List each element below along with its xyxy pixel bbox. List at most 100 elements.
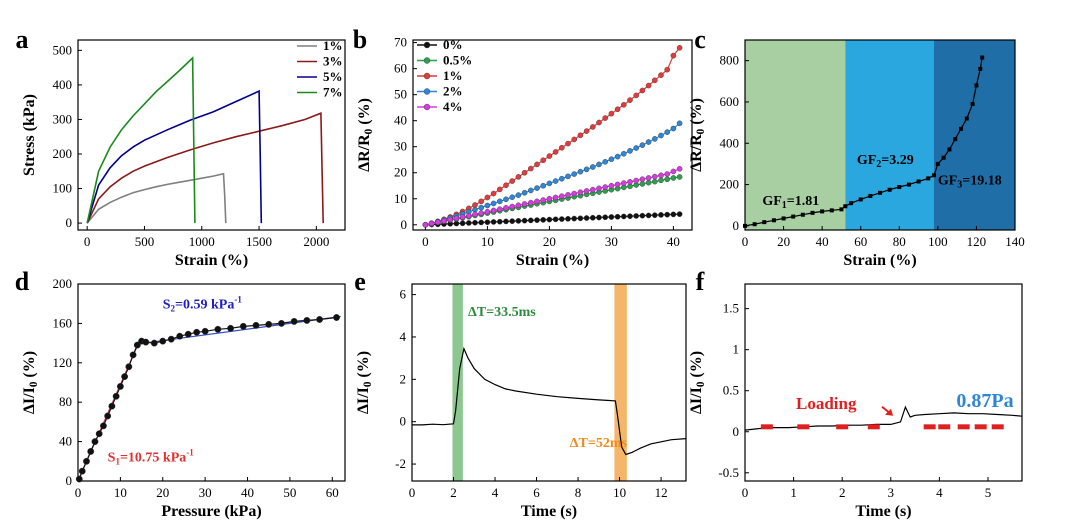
legend-marker xyxy=(423,57,431,64)
data-point xyxy=(602,159,609,165)
x-axis-label: Strain (%) xyxy=(175,252,248,269)
data-point xyxy=(193,328,201,336)
data-point xyxy=(627,179,633,185)
y-tick-label: 0 xyxy=(401,217,408,232)
x-tick-label: 3 xyxy=(888,485,895,500)
x-tick-label: 20 xyxy=(777,234,790,249)
plot-frame xyxy=(744,283,1023,482)
data-point xyxy=(670,125,677,132)
legend-marker xyxy=(423,103,431,111)
data-point xyxy=(590,164,596,170)
data-point xyxy=(478,198,485,205)
annotation-2: ΔT=52ms xyxy=(570,436,628,451)
x-axis-label: Pressure (kPa) xyxy=(161,503,261,520)
data-point xyxy=(150,339,158,347)
data-point xyxy=(887,187,892,192)
x-tick-label: 80 xyxy=(893,234,906,249)
data-point xyxy=(546,180,553,187)
data-point xyxy=(509,194,516,201)
data-point xyxy=(596,161,602,168)
x-tick-label: 40 xyxy=(667,234,680,249)
shaded-region-3 xyxy=(934,40,1015,230)
data-point xyxy=(959,126,963,131)
data-point xyxy=(434,219,441,225)
data-point xyxy=(534,217,540,223)
data-point xyxy=(670,211,677,218)
x-tick-label: 10 xyxy=(613,485,626,500)
annotation-1: S2=0.59 kPa-1 xyxy=(163,295,243,314)
panel-c: 0 20 40 60 80 100 120 140 0 200 400 600 800 Strain (%… xyxy=(688,25,1025,269)
x-axis-label: Time (s) xyxy=(855,503,911,520)
data-point xyxy=(290,318,298,325)
data-point xyxy=(953,137,958,142)
data-point xyxy=(484,202,491,209)
data-point xyxy=(577,189,584,196)
y-axis-label: Stress (kPa) xyxy=(21,94,38,176)
y-tick-label: 20 xyxy=(394,165,407,180)
data-point xyxy=(658,177,664,184)
x-tick-label: 2 xyxy=(839,485,846,500)
data-point xyxy=(621,180,627,186)
data-point xyxy=(459,220,466,227)
data-point xyxy=(559,216,565,222)
data-point xyxy=(645,179,652,186)
panel-letter: d xyxy=(15,267,30,296)
data-point xyxy=(577,132,584,139)
x-tick-label: 50 xyxy=(283,485,296,500)
plot-frame xyxy=(744,39,1016,231)
x-tick-label: 140 xyxy=(1005,234,1025,249)
data-point xyxy=(559,193,565,199)
data-point xyxy=(652,173,658,180)
data-point xyxy=(596,185,602,192)
panel-letter: a xyxy=(16,25,29,54)
data-point xyxy=(95,430,103,438)
data-point xyxy=(484,194,491,201)
data-point xyxy=(849,201,854,206)
data-point xyxy=(608,182,615,189)
data-point xyxy=(490,219,497,225)
annotation-1: Loading xyxy=(796,394,857,413)
y-axis-label: ΔR/R0 (%) xyxy=(356,98,375,172)
data-point xyxy=(422,221,429,228)
data-point xyxy=(546,195,553,202)
data-point xyxy=(509,178,516,184)
y-tick-label: 1.5 xyxy=(723,301,739,316)
y-tick-label: 120 xyxy=(53,355,73,370)
annotation-2: S1=10.75 kPa-1 xyxy=(108,447,195,466)
data-point xyxy=(571,171,578,177)
data-point xyxy=(478,204,485,211)
x-tick-label: 2000 xyxy=(303,234,329,249)
data-point xyxy=(565,192,571,198)
legend-label: 1% xyxy=(443,68,463,83)
y-tick-label: 160 xyxy=(53,315,73,330)
data-point xyxy=(515,202,522,209)
data-point xyxy=(947,147,952,152)
data-point xyxy=(577,215,584,222)
data-point xyxy=(670,52,677,59)
panel-b: 0 10 20 30 40 0 10 20 30 40 50 60 70 Strain (%) ΔR/R0 … xyxy=(353,25,693,269)
x-tick-label: 5 xyxy=(985,485,992,500)
data-point xyxy=(810,210,815,215)
data-point xyxy=(496,218,503,225)
data-point xyxy=(964,116,969,121)
data-point xyxy=(472,206,478,213)
y-tick-label: 40 xyxy=(59,434,72,449)
data-point xyxy=(676,211,683,217)
data-point xyxy=(490,190,497,197)
shaded-region-2 xyxy=(845,40,934,230)
data-point xyxy=(614,153,621,160)
data-point xyxy=(478,210,485,216)
data-point xyxy=(176,332,184,340)
data-point xyxy=(159,337,167,345)
data-point xyxy=(858,197,863,202)
y-tick-label: 0 xyxy=(733,424,740,439)
data-point xyxy=(645,82,652,89)
panel-d: 0 10 20 30 40 50 60 0 40 80 120 160 200 Pressure (kPa… xyxy=(15,267,346,520)
panel-letter: e xyxy=(354,267,366,296)
x-tick-label: 0 xyxy=(409,485,416,500)
x-tick-label: 4 xyxy=(936,485,943,500)
data-point xyxy=(142,338,150,346)
data-point xyxy=(490,200,497,207)
data-point xyxy=(121,373,129,380)
